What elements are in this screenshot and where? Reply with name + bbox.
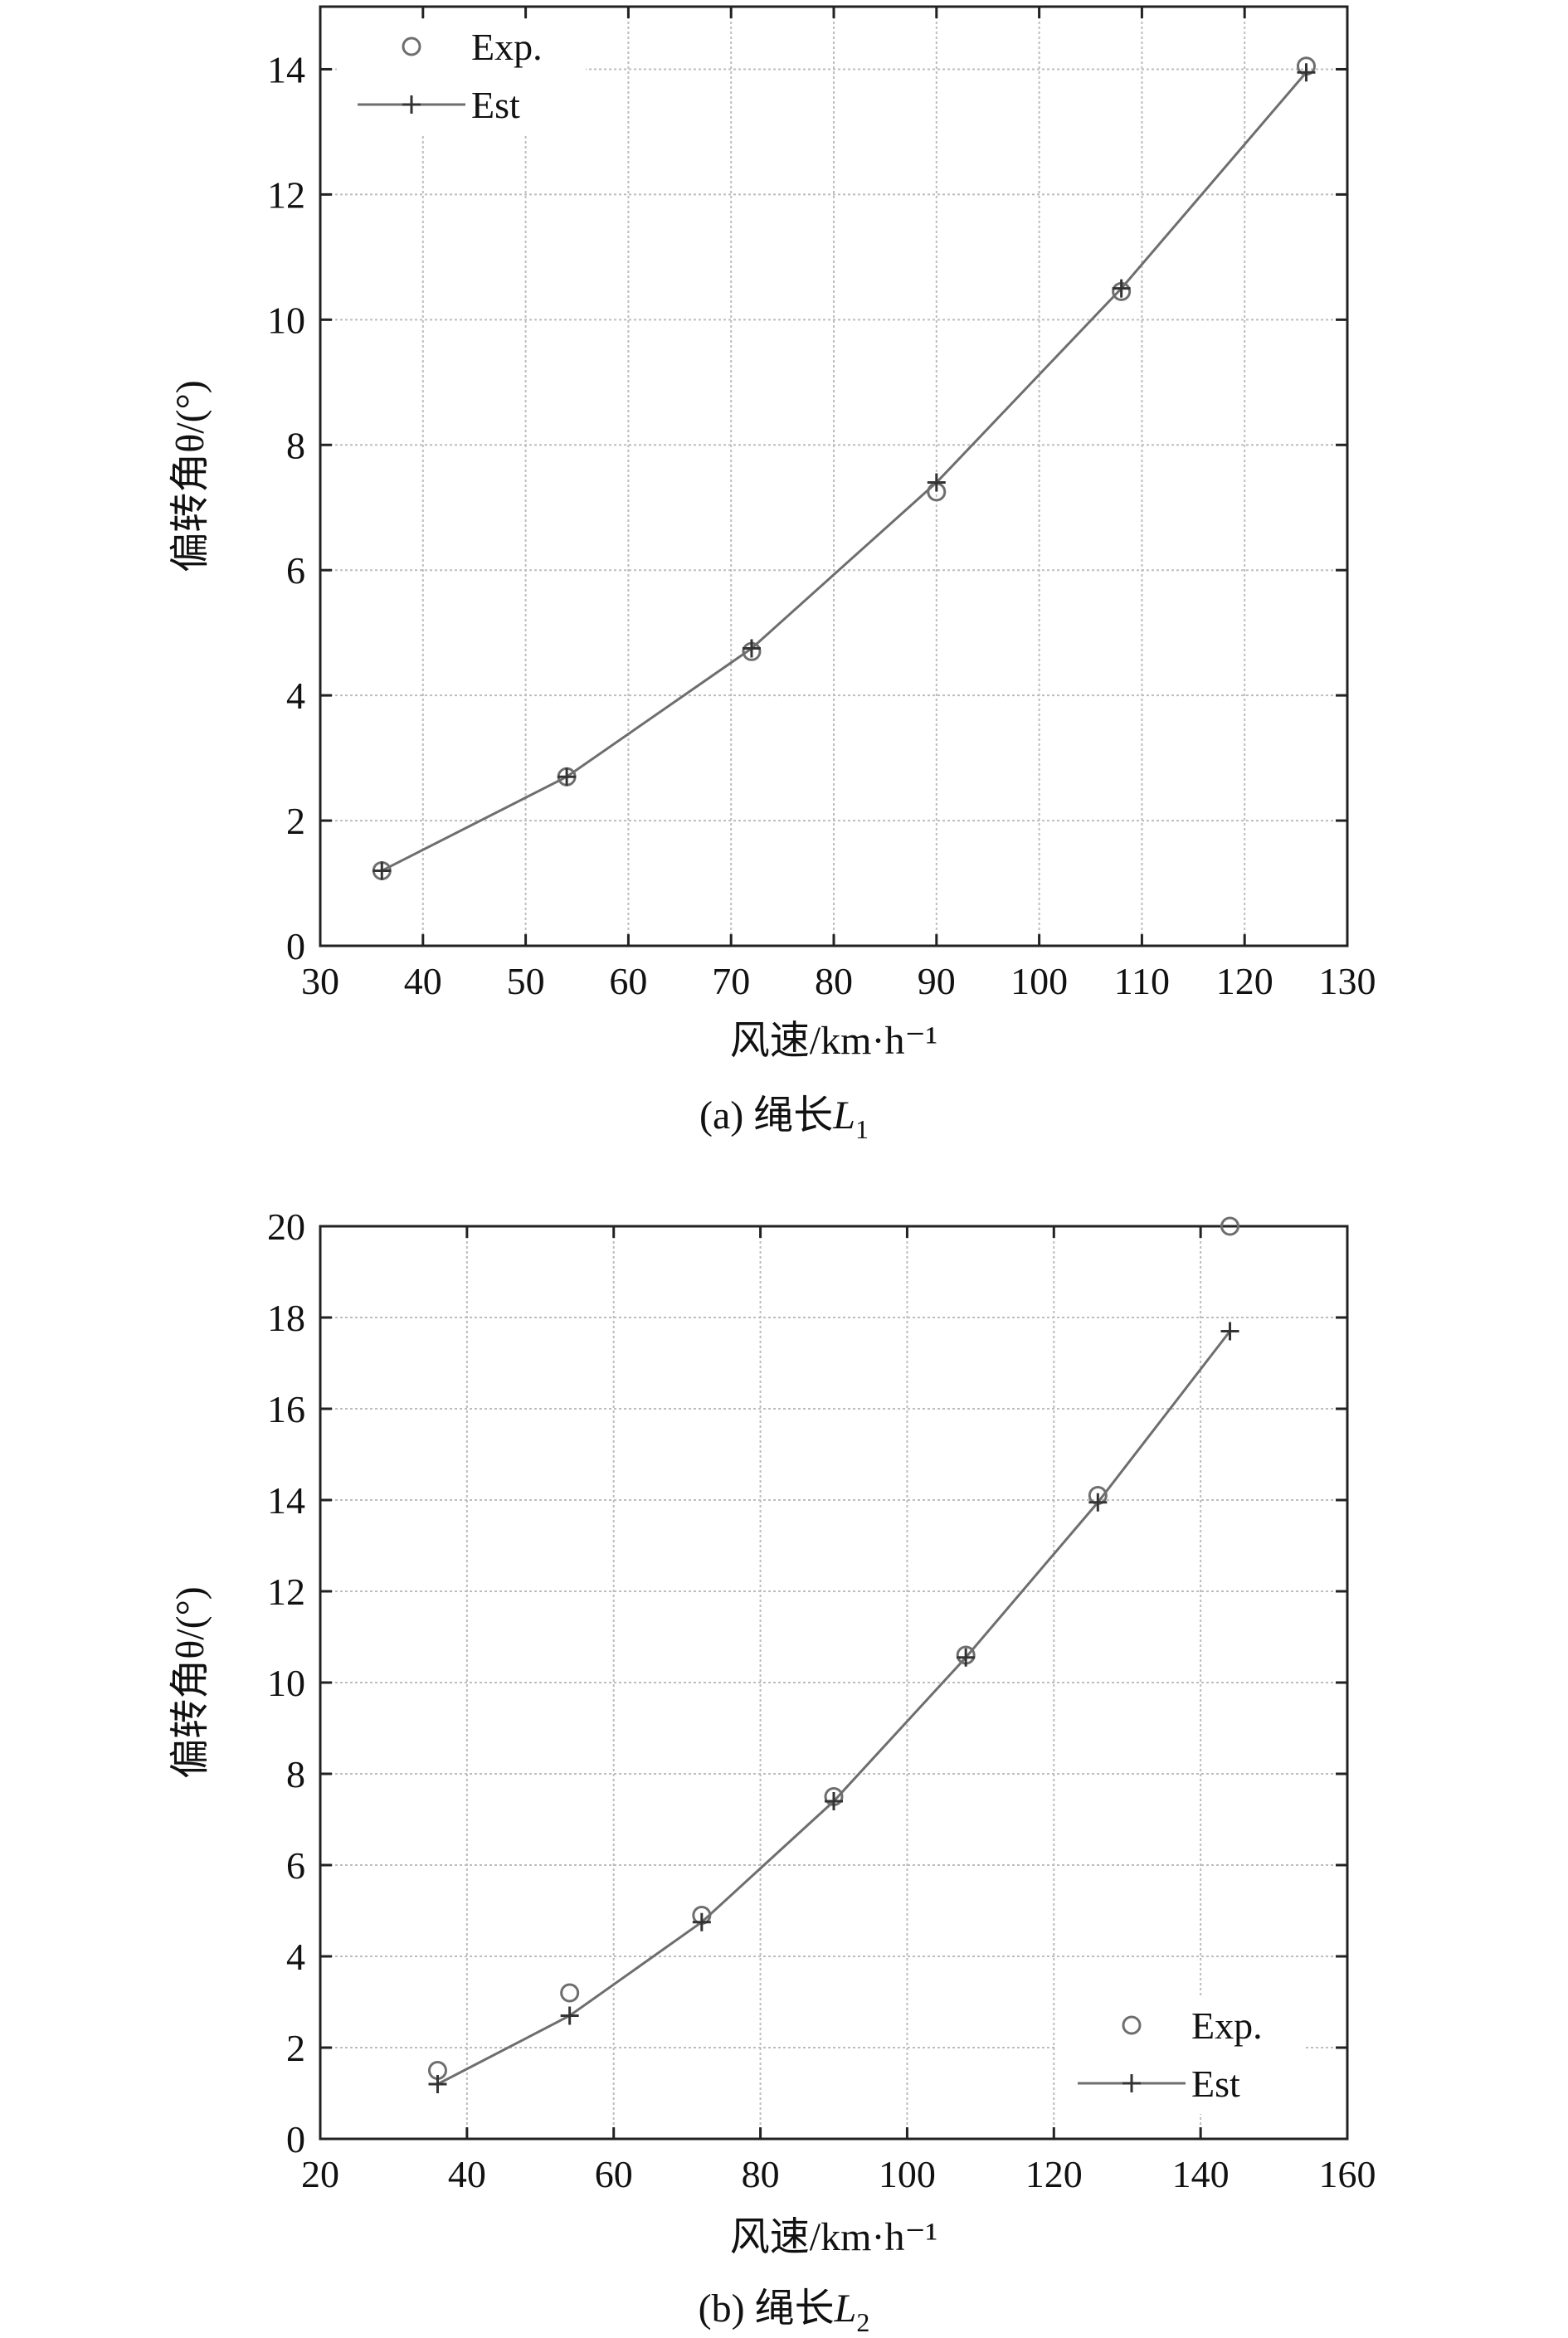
x-tick-label: 90 (918, 960, 956, 1002)
x-tick-label: 20 (301, 2153, 339, 2195)
data-point-est (927, 473, 946, 492)
data-point-est (692, 1912, 711, 1931)
series-line-est (381, 71, 1307, 872)
x-tick-label: 100 (879, 2153, 936, 2195)
x-tick-label: 60 (609, 960, 647, 1002)
legend-background (1057, 1998, 1306, 2114)
caption-variable: L (834, 2287, 857, 2331)
y-tick-label: 2 (286, 800, 305, 842)
data-point-est (1297, 63, 1316, 82)
x-tick-label: 60 (595, 2153, 633, 2195)
x-tick-label: 50 (507, 960, 545, 1002)
x-axis-title: 风速/km·h⁻¹ (730, 1019, 937, 1063)
x-tick-label: 40 (448, 2153, 486, 2195)
x-tick-label: 130 (1319, 960, 1376, 1002)
y-tick-label: 4 (286, 1936, 305, 1978)
caption-prefix: (a) 绳长 (699, 1094, 833, 1137)
x-tick-label: 140 (1172, 2153, 1230, 2195)
y-tick-label: 0 (286, 925, 305, 967)
data-point-est (742, 639, 761, 658)
caption-subscript: 2 (856, 2307, 869, 2337)
y-tick-label: 18 (267, 1297, 305, 1339)
x-tick-label: 160 (1319, 2153, 1376, 2195)
y-tick-label: 6 (286, 1844, 305, 1887)
y-tick-label: 12 (267, 173, 305, 216)
y-axis-title: 偏转角θ/(°) (168, 380, 212, 572)
data-point-est (428, 2075, 447, 2093)
chart-caption: (a) 绳长L1 (699, 1094, 869, 1144)
data-point-est (957, 1648, 976, 1667)
data-point-exp (1220, 1216, 1240, 1236)
legend-label: Exp. (471, 26, 543, 68)
data-point-est (560, 2006, 579, 2025)
data-point-est (373, 861, 392, 880)
data-point-est (1112, 279, 1131, 298)
y-tick-label: 8 (286, 1753, 305, 1795)
x-tick-label: 100 (1010, 960, 1068, 1002)
data-point-est (1088, 1493, 1108, 1512)
data-point-est (558, 767, 577, 787)
y-tick-label: 4 (286, 675, 305, 717)
legend-marker-exp (1122, 2015, 1142, 2035)
legend-marker-est (1122, 2074, 1141, 2092)
y-tick-label: 8 (286, 424, 305, 466)
legend-marker-exp (402, 37, 421, 56)
y-tick-label: 14 (267, 48, 305, 90)
x-tick-label: 30 (301, 960, 339, 1002)
legend-label: Est (471, 84, 520, 126)
y-tick-label: 0 (286, 2118, 305, 2160)
chart-a: 30 40 50 60 70 80 90 100 110 120 130 0 2 4 6 8 10 12 14 风速/… (168, 5, 1376, 1144)
legend: Exp. Est (1057, 1998, 1306, 2114)
y-tick-label: 14 (267, 1479, 305, 1522)
y-tick-label: 12 (267, 1571, 305, 1613)
legend-label: Exp. (1191, 2004, 1263, 2047)
y-tick-label: 10 (267, 1662, 305, 1704)
y-axis-title: 偏转角θ/(°) (168, 1586, 212, 1779)
chart-b: 20 40 60 80 100 120 140 160 0 2 4 6 8 10 12 14 16 18 20 风速/… (168, 1206, 1376, 2337)
series-line-est (436, 1330, 1231, 2086)
x-tick-label: 80 (742, 2153, 780, 2195)
x-tick-label: 40 (404, 960, 442, 1002)
data-point-exp (560, 1983, 580, 2003)
x-tick-label: 120 (1216, 960, 1273, 1002)
y-tick-label: 6 (286, 549, 305, 592)
legend-background (337, 19, 586, 135)
legend-label: Est (1191, 2063, 1240, 2105)
x-tick-label: 110 (1114, 960, 1170, 1002)
caption-variable: L (832, 1094, 855, 1137)
x-axis-title: 风速/km·h⁻¹ (730, 2215, 937, 2259)
y-tick-label: 20 (267, 1206, 305, 1248)
data-point-est (1220, 1322, 1239, 1341)
y-tick-label: 2 (286, 2027, 305, 2069)
x-tick-label: 70 (712, 960, 750, 1002)
x-tick-label: 80 (815, 960, 853, 1002)
caption-prefix: (b) 绳长 (699, 2287, 835, 2331)
caption-subscript: 1 (855, 1114, 869, 1144)
y-tick-label: 10 (267, 299, 305, 341)
data-point-est (825, 1792, 843, 1810)
chart-caption: (b) 绳长L2 (699, 2287, 870, 2337)
legend: Exp. Est (337, 19, 586, 135)
legend-marker-est (402, 95, 421, 114)
x-tick-label: 120 (1025, 2153, 1083, 2195)
y-tick-label: 16 (267, 1388, 305, 1430)
